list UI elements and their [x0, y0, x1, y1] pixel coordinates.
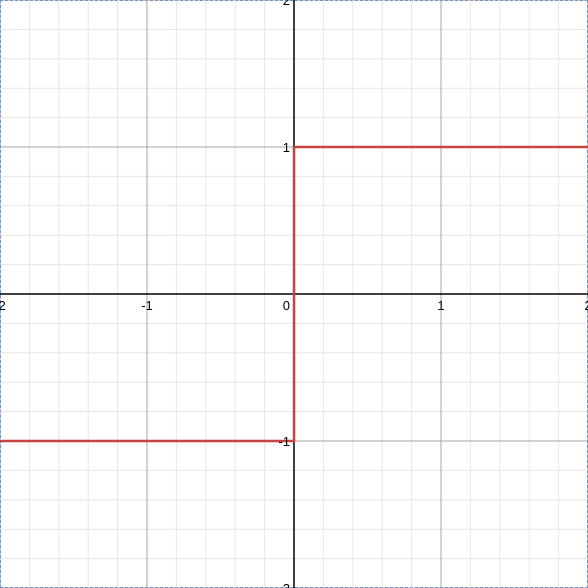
x-tick-label: -1	[141, 298, 153, 313]
series-line	[0, 145, 588, 443]
y-tick-label: 2	[283, 0, 290, 8]
y-tick-label: 1	[283, 140, 290, 155]
y-tick-label: -1	[278, 434, 290, 449]
x-tick-label: 2	[584, 298, 588, 313]
y-tick-label: -2	[278, 581, 290, 588]
x-tick-label: 1	[437, 298, 444, 313]
x-tick-label: 0	[283, 298, 290, 313]
data-series	[0, 145, 588, 443]
x-tick-label: -2	[0, 298, 6, 313]
